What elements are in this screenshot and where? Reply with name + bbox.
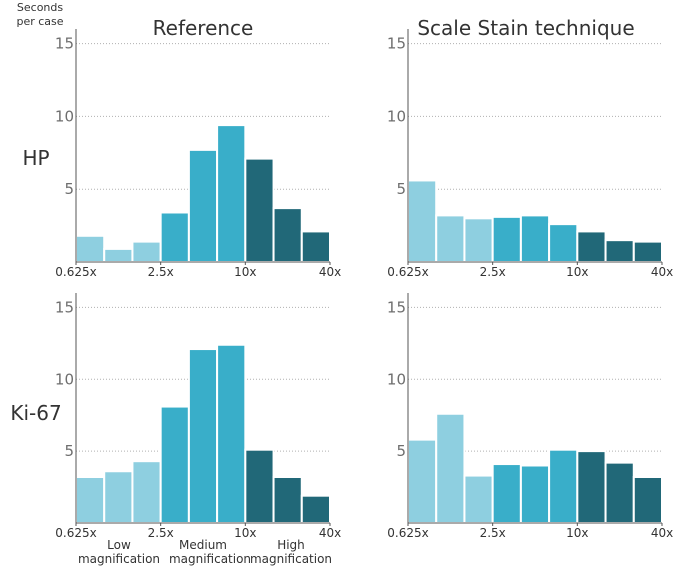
y-tick-label: 15 [55, 298, 74, 316]
x-tick-label: 0.625x [55, 526, 96, 540]
y-tick-label: 10 [387, 107, 406, 125]
bar [272, 207, 303, 263]
x-tick-label: 40x [319, 265, 341, 279]
panel-ki67-reference: 5 10 15 0.625x 2.5x 10x 40x [55, 293, 341, 540]
bar [103, 470, 134, 524]
x-tick-label: 2.5x [480, 526, 506, 540]
bar [519, 214, 551, 263]
panel-ki67-scale-stain: 5 10 15 0.625x 2.5x 10x 40x [387, 293, 673, 540]
bar [103, 247, 134, 264]
y-tick-label: 10 [55, 370, 74, 388]
bar [407, 179, 438, 263]
bar [463, 217, 494, 263]
bar [244, 157, 275, 263]
y-tick-label: 5 [396, 442, 406, 460]
panel-hp-reference: 5 10 15 0.625x 2.5x 10x 40x [55, 29, 341, 279]
bar [463, 474, 494, 524]
bar [519, 464, 551, 524]
y-tick-label: 15 [387, 298, 406, 316]
bar [216, 124, 247, 263]
column-title-scale-stain: Scale Stain technique [417, 16, 634, 40]
x-tick-label: 0.625x [387, 526, 428, 540]
y-tick-label: 15 [55, 35, 74, 53]
y-unit-label-line1: Seconds [17, 1, 63, 14]
bar [159, 211, 190, 264]
x-tick-label: 2.5x [148, 265, 174, 279]
bar [300, 230, 331, 263]
y-tick-label: 15 [387, 35, 406, 53]
column-title-reference: Reference [153, 16, 254, 40]
zone-label-medium-line1: Medium [179, 538, 227, 552]
zone-label-high-line2: magnification [250, 552, 332, 566]
x-tick-label: 10x [566, 526, 588, 540]
bar [300, 494, 331, 524]
bar [187, 348, 219, 524]
row-label-ki67: Ki-67 [10, 401, 61, 425]
x-tick-label: 10x [566, 265, 588, 279]
bar [435, 214, 466, 263]
bar [407, 438, 438, 524]
bar [75, 234, 106, 264]
bar [131, 460, 162, 524]
bar [491, 215, 522, 263]
y-tick-label: 5 [396, 180, 406, 198]
bar [548, 448, 579, 524]
bar [159, 405, 190, 524]
y-tick-label: 10 [387, 370, 406, 388]
x-tick-label: 0.625x [387, 265, 428, 279]
x-tick-label: 40x [319, 526, 341, 540]
panel-hp-scale-stain: 5 10 15 0.625x 2.5x 10x 40x [387, 29, 673, 279]
bar [491, 463, 522, 524]
bar [548, 223, 579, 263]
x-tick-label: 2.5x [480, 265, 506, 279]
x-tick-label: 0.625x [55, 265, 96, 279]
zone-label-high-line1: High [277, 538, 305, 552]
y-tick-label: 5 [64, 442, 74, 460]
x-tick-label: 10x [234, 526, 256, 540]
x-tick-label: 40x [651, 526, 673, 540]
bar [187, 148, 219, 263]
bar [632, 476, 663, 524]
bar [576, 450, 607, 524]
zone-label-medium-line2: magnification [169, 552, 251, 566]
x-tick-label: 10x [234, 265, 256, 279]
zone-label-low-line2: magnification [78, 552, 160, 566]
x-tick-label: 40x [651, 265, 673, 279]
bar [216, 343, 247, 524]
bar [604, 461, 635, 524]
bar [75, 476, 106, 524]
bar [435, 412, 466, 524]
bar [244, 448, 275, 524]
bar [632, 240, 663, 264]
bar [576, 230, 607, 263]
x-tick-label: 2.5x [148, 526, 174, 540]
bar [131, 240, 162, 264]
y-tick-label: 5 [64, 180, 74, 198]
y-tick-label: 10 [55, 107, 74, 125]
row-label-hp: HP [22, 146, 49, 170]
bar [272, 476, 303, 524]
zone-label-low-line1: Low [107, 538, 131, 552]
bar [604, 239, 635, 263]
y-unit-label-line2: per case [16, 15, 63, 28]
